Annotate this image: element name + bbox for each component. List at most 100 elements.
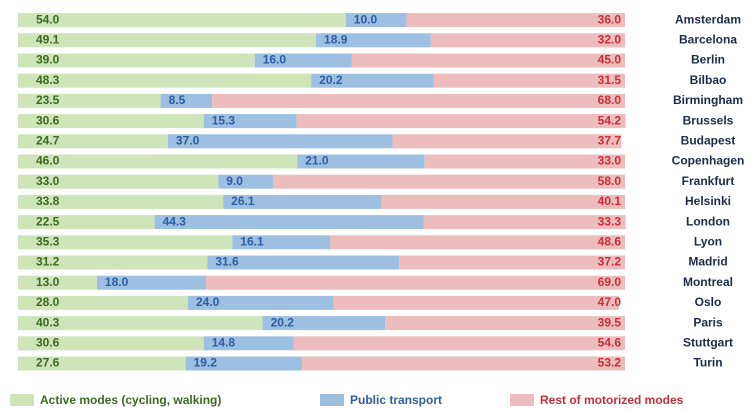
bar-segment — [399, 255, 625, 270]
bar-segment — [212, 93, 626, 108]
bar-segment — [18, 255, 208, 270]
bar-segment — [381, 194, 625, 209]
value-label: 44.3 — [163, 214, 187, 228]
bar-segment — [232, 235, 330, 250]
category-label: Budapest — [681, 133, 736, 147]
value-label: 33.0 — [598, 154, 622, 168]
value-label: 15.3 — [212, 113, 236, 127]
value-label: 16.0 — [263, 53, 287, 67]
category-label: Helsinki — [685, 194, 731, 208]
value-label: 40.3 — [36, 315, 60, 329]
bar-segment — [333, 295, 619, 310]
value-label: 30.6 — [36, 113, 60, 127]
value-label: 46.0 — [36, 154, 60, 168]
value-label: 9.0 — [226, 174, 243, 188]
category-label: Oslo — [695, 295, 722, 309]
value-label: 20.2 — [271, 315, 295, 329]
value-label: 8.5 — [169, 93, 186, 107]
bar-segment — [18, 215, 155, 230]
value-label: 37.0 — [176, 133, 200, 147]
value-label: 27.6 — [36, 356, 60, 370]
legend-swatch — [320, 394, 344, 406]
bar-segment — [18, 13, 346, 28]
bar-segment — [423, 215, 626, 230]
bar-segment — [316, 33, 431, 48]
value-label: 28.0 — [36, 295, 60, 309]
value-label: 21.0 — [305, 154, 329, 168]
value-label: 39.0 — [36, 53, 60, 67]
value-label: 33.8 — [36, 194, 60, 208]
bar-segment — [18, 33, 317, 48]
value-label: 22.5 — [36, 214, 60, 228]
value-label: 69.0 — [598, 275, 622, 289]
category-label: Montreal — [683, 275, 733, 289]
category-label: Lyon — [694, 234, 722, 248]
value-label: 40.1 — [598, 194, 622, 208]
value-label: 54.6 — [598, 335, 622, 349]
bar-segment — [345, 13, 407, 28]
bar-segment — [18, 154, 298, 169]
bar-segment — [406, 13, 625, 28]
bar-segment — [18, 295, 188, 310]
category-label: Barcelona — [679, 32, 737, 46]
legend-swatch — [510, 394, 534, 406]
value-label: 13.0 — [36, 275, 60, 289]
bar-segment — [262, 316, 386, 331]
value-label: 16.1 — [240, 234, 264, 248]
value-label: 18.0 — [105, 275, 129, 289]
value-label: 35.3 — [36, 234, 60, 248]
bar-segment — [18, 356, 186, 371]
value-label: 36.0 — [598, 12, 622, 26]
value-label: 31.2 — [36, 255, 60, 269]
value-label: 32.0 — [598, 32, 622, 46]
bar-segment — [206, 275, 626, 290]
bar-segment — [430, 33, 625, 48]
value-label: 68.0 — [598, 93, 622, 107]
value-label: 54.0 — [36, 12, 60, 26]
category-label: Stuttgart — [683, 335, 733, 349]
value-label: 37.7 — [598, 133, 622, 147]
value-label: 39.5 — [598, 315, 622, 329]
bar-segment — [18, 73, 312, 88]
value-label: 24.7 — [36, 133, 60, 147]
bar-segment — [302, 356, 625, 371]
legend-label: Public transport — [350, 393, 442, 407]
value-label: 48.6 — [598, 234, 622, 248]
category-label: Amsterdam — [675, 12, 741, 26]
category-label: Brussels — [683, 113, 734, 127]
value-label: 45.0 — [598, 53, 622, 67]
bar-segment — [296, 114, 626, 129]
bar-segment — [18, 174, 219, 189]
value-label: 24.0 — [196, 295, 220, 309]
bar-segment — [160, 93, 213, 108]
bar-segment — [293, 336, 625, 351]
value-label: 18.9 — [324, 32, 348, 46]
bar-segment — [18, 53, 255, 68]
bar-segment — [18, 275, 97, 290]
bar-segment — [18, 134, 168, 149]
category-label: Turin — [693, 356, 722, 370]
bar-segment — [18, 336, 204, 351]
bar-segment — [185, 356, 303, 371]
value-label: 49.1 — [36, 32, 60, 46]
value-label: 19.2 — [194, 356, 218, 370]
bar-segment — [424, 154, 625, 169]
bar-segment — [18, 316, 263, 331]
legend-label: Active modes (cycling, walking) — [40, 393, 221, 407]
category-label: Frankfurt — [682, 174, 735, 188]
legend-swatch — [10, 394, 34, 406]
value-label: 54.2 — [598, 113, 622, 127]
value-label: 33.3 — [598, 214, 622, 228]
bar-segment — [187, 295, 334, 310]
bar-segment — [272, 174, 625, 189]
value-label: 47.0 — [598, 295, 622, 309]
legend-label: Rest of motorized modes — [540, 393, 684, 407]
category-label: Paris — [693, 315, 723, 329]
bar-segment — [18, 114, 204, 129]
value-label: 26.1 — [231, 194, 255, 208]
bar-segment — [18, 235, 233, 250]
value-label: 58.0 — [598, 174, 622, 188]
bar-segment — [254, 53, 352, 68]
bar-segment — [311, 73, 434, 88]
